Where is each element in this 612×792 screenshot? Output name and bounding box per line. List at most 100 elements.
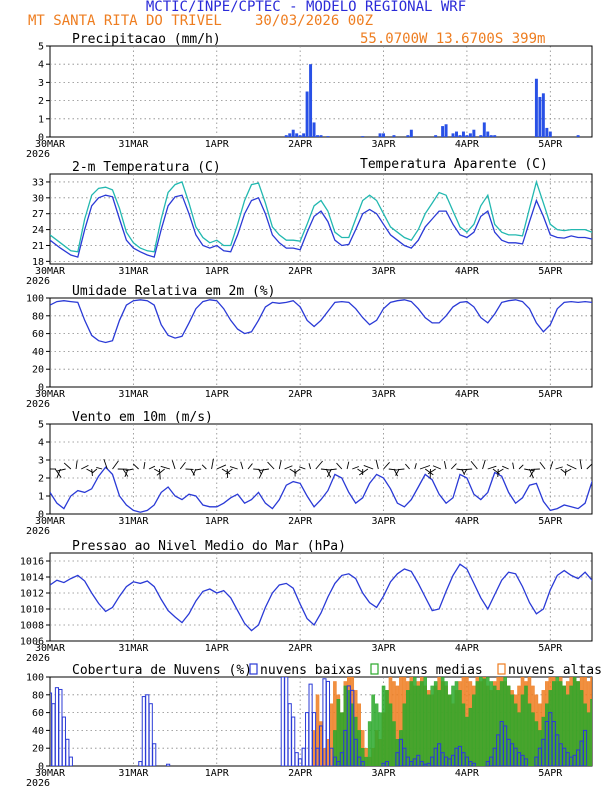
wind-arrow xyxy=(91,468,98,474)
cloud-bar-nuvens-medias xyxy=(364,756,368,766)
y-tick-label: 0 xyxy=(38,133,44,144)
wind-arrow xyxy=(96,467,103,470)
x-tick-label: 31MAR xyxy=(118,643,149,654)
cloud-bar-nuvens-altas xyxy=(399,677,403,766)
wind-arrow xyxy=(539,461,546,470)
y-tick-label: 20 xyxy=(32,365,44,376)
cloud-bar-nuvens-baixas xyxy=(54,687,60,766)
y-tick-label: 0 xyxy=(38,762,44,773)
precip-bar xyxy=(382,133,386,137)
header-location: MT SANTA RITA DO TRIVEL xyxy=(28,13,222,29)
y-tick-label: 1010 xyxy=(20,605,44,616)
plot-area-humidity xyxy=(50,299,592,344)
x-tick-label: 30MAR xyxy=(35,768,66,779)
x-tick-label: 1APR xyxy=(205,266,230,277)
cloud-bar-nuvens-baixas xyxy=(353,738,358,766)
x-tick-label: 5APR xyxy=(538,389,563,400)
precip-bar xyxy=(479,135,483,137)
y-tick-label: 0 xyxy=(38,383,44,394)
cloud-bar-nuvens-baixas xyxy=(141,696,146,766)
precip-bar xyxy=(486,131,490,137)
wind-arrow xyxy=(549,461,554,470)
wind-arrow xyxy=(221,468,231,475)
precip-bar xyxy=(434,135,438,137)
cloud-bar-nuvens-medias xyxy=(527,703,532,766)
panel-title-clouds: Cobertura de Nuvens (%) xyxy=(72,663,252,678)
cloud-bar-nuvens-medias xyxy=(378,712,382,766)
x-tick-label: 30MAR xyxy=(35,643,66,654)
wind-arrow xyxy=(555,466,563,470)
x-tick-label: 1APR xyxy=(205,516,230,527)
cloud-bar-nuvens-medias xyxy=(468,707,473,766)
plot-area-temperature xyxy=(50,179,592,258)
wind-arrow xyxy=(75,460,78,470)
series-line-pressure-0 xyxy=(50,563,592,632)
cloud-bar-nuvens-altas xyxy=(597,677,600,766)
wind-arrow xyxy=(258,468,269,472)
plot-frame-temperature xyxy=(49,173,593,265)
y-tick-label: 4 xyxy=(38,438,44,449)
wind-arrow xyxy=(443,461,447,470)
cloud-bar-nuvens-medias xyxy=(371,694,375,766)
wind-arrow xyxy=(171,460,176,470)
x-tick-label: 5APR xyxy=(538,516,563,527)
cloud-bar-nuvens-baixas xyxy=(294,752,299,766)
precip-bar xyxy=(545,127,549,137)
cloud-bar-nuvens-altas xyxy=(333,681,337,766)
y-tick-label: 1006 xyxy=(20,637,44,648)
wind-arrow xyxy=(81,464,89,470)
cloud-bar-nuvens-baixas xyxy=(582,729,588,766)
wind-arrow xyxy=(565,468,572,473)
cloud-bar-nuvens-medias xyxy=(576,681,580,766)
wind-arrow xyxy=(91,468,93,477)
cloud-bar-nuvens-baixas xyxy=(325,680,331,766)
cloud-bar-nuvens-medias xyxy=(402,703,407,766)
wind-arrow xyxy=(156,468,165,476)
y-tick-label: 4 xyxy=(38,60,44,71)
x-tick-label: 5APR xyxy=(538,643,563,654)
precip-bar xyxy=(455,131,458,137)
precip-bar xyxy=(305,91,309,137)
cloud-bar-nuvens-baixas xyxy=(597,748,600,766)
wind-arrow xyxy=(487,465,497,470)
wind-arrow xyxy=(482,459,486,470)
wind-arrow xyxy=(122,468,129,477)
precip-bar xyxy=(482,122,486,137)
y-tick-label: 80 xyxy=(32,690,44,701)
cloud-bar-nuvens-baixas xyxy=(152,743,157,766)
cloud-bar-nuvens-baixas xyxy=(68,756,73,766)
wind-arrow xyxy=(336,462,343,470)
cloud-bar-nuvens-baixas xyxy=(291,716,296,766)
legend-label-1: nuvens medias xyxy=(381,663,483,678)
cloud-bar-nuvens-medias xyxy=(392,721,396,766)
x-tick-label: 31MAR xyxy=(118,389,149,400)
series-line-wind-0 xyxy=(50,466,592,513)
wind-arrow xyxy=(247,463,253,470)
precip-bar xyxy=(489,135,493,137)
wind-arrow xyxy=(225,468,233,475)
plot-area-pressure xyxy=(50,563,592,632)
panel-title-temperature: 2-m Temperatura (C) xyxy=(72,160,221,175)
wind-arrow xyxy=(194,468,202,471)
precip-bar xyxy=(461,131,465,137)
precip-bar xyxy=(451,133,455,137)
x-tick-label: 4APR xyxy=(455,768,480,779)
cloud-bar-nuvens-medias xyxy=(413,677,417,766)
cloud-bar-nuvens-medias xyxy=(426,694,431,766)
precip-bar xyxy=(312,122,316,137)
wind-arrow xyxy=(125,468,134,472)
precip-bar xyxy=(441,126,445,137)
panel-title-humidity: Umidade Relativa em 2m (%) xyxy=(72,284,276,299)
wind-arrow xyxy=(201,464,207,470)
panel-title-pressure: Pressao ao Nivel Medio do Mar (hPa) xyxy=(72,539,346,554)
wind-arrow xyxy=(586,463,592,470)
cloud-bar-nuvens-medias xyxy=(419,681,424,766)
x-tick-year: 2026 xyxy=(26,276,50,287)
wind-arrow xyxy=(132,463,139,470)
precip-bar xyxy=(295,133,299,137)
x-tick-label: 3APR xyxy=(371,266,396,277)
precip-bar xyxy=(465,135,469,137)
precip-bar xyxy=(468,133,472,137)
